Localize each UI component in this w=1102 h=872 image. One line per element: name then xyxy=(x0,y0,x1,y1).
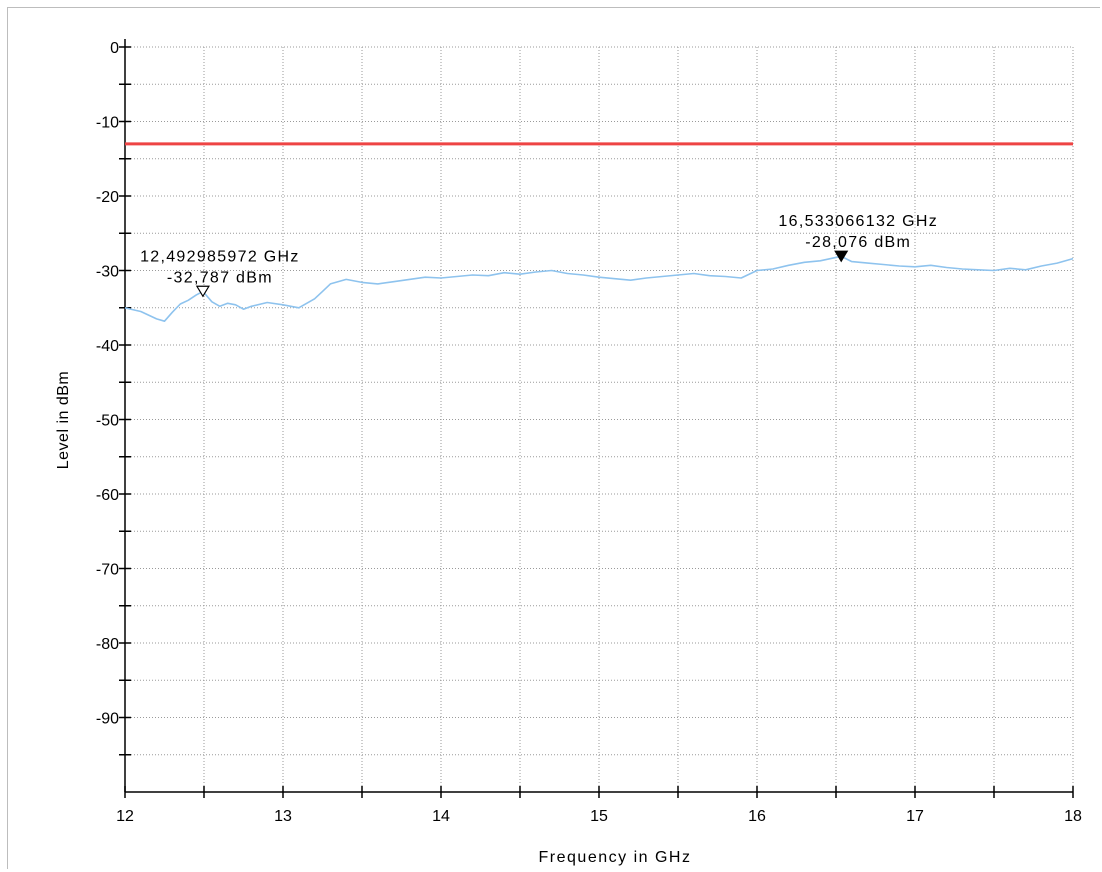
x-tick-label: 12 xyxy=(116,808,134,825)
axes xyxy=(119,39,1074,798)
chart-frame xyxy=(7,7,1100,869)
grid xyxy=(124,46,1074,792)
markers: 12,492985972 GHz -32,787 dBm 16,533066132 … xyxy=(140,213,938,298)
y-tick-label: -10 xyxy=(96,115,119,132)
x-tick-labels: 12 13 14 15 16 17 18 xyxy=(116,808,1082,825)
y-tick-label: -60 xyxy=(96,487,119,504)
x-tick-label: 16 xyxy=(748,808,766,825)
marker-label-level-2: -28,076 dBm xyxy=(805,234,911,251)
x-axis-title: Frequency in GHz xyxy=(539,849,692,866)
marker-label-frequency-2: 16,533066132 GHz xyxy=(778,213,938,230)
y-tick-label: -70 xyxy=(96,562,119,579)
y-tick-label: -40 xyxy=(96,338,119,355)
y-tick-labels: 0 -10 -20 -30 -40 -50 -60 -70 -80 -90 xyxy=(96,40,119,728)
y-tick-label: -50 xyxy=(96,413,119,430)
y-tick-label: -90 xyxy=(96,711,119,728)
x-tick-label: 13 xyxy=(274,808,292,825)
marker-label-level-1: -32,787 dBm xyxy=(167,269,273,286)
y-axis-title: Level in dBm xyxy=(55,371,72,470)
y-tick-label: -30 xyxy=(96,264,119,281)
x-tick-label: 18 xyxy=(1064,808,1082,825)
series-line xyxy=(124,255,1074,323)
y-tick-label: -20 xyxy=(96,189,119,206)
marker-triangle-1 xyxy=(195,285,210,298)
y-tick-label: 0 xyxy=(110,40,119,57)
x-tick-label: 17 xyxy=(906,808,924,825)
marker-label-frequency-1: 12,492985972 GHz xyxy=(140,248,300,265)
marker-triangle-2 xyxy=(834,250,849,263)
x-tick-label: 14 xyxy=(432,808,450,825)
y-tick-label: -80 xyxy=(96,636,119,653)
x-tick-label: 15 xyxy=(590,808,608,825)
